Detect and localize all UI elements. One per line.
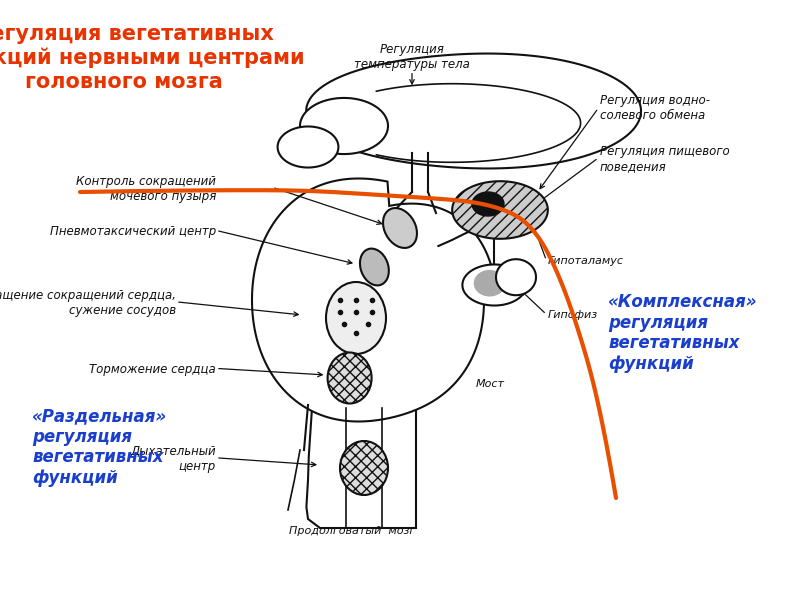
Polygon shape — [452, 181, 548, 239]
Ellipse shape — [383, 208, 417, 248]
Text: Дыхательный
центр: Дыхательный центр — [130, 445, 216, 473]
Ellipse shape — [474, 271, 505, 296]
Polygon shape — [306, 408, 416, 528]
Text: Продолговатый  мозг: Продолговатый мозг — [289, 526, 415, 536]
Text: «Раздельная»
регуляция
вегетативных
функций: «Раздельная» регуляция вегетативных функ… — [32, 407, 167, 487]
Text: Гипофиз: Гипофиз — [548, 310, 598, 320]
Text: Торможение сердца: Торможение сердца — [90, 362, 216, 376]
Circle shape — [472, 192, 504, 216]
Ellipse shape — [328, 352, 371, 403]
Ellipse shape — [360, 248, 389, 286]
Polygon shape — [496, 259, 536, 295]
Polygon shape — [306, 53, 641, 169]
Text: Контроль сокращений
мочевого пузыря: Контроль сокращений мочевого пузыря — [76, 175, 216, 203]
Polygon shape — [462, 265, 526, 305]
Text: Регуляция вегетативных
функций нервными центрами
головного мозга: Регуляция вегетативных функций нервными … — [0, 24, 304, 92]
Polygon shape — [300, 98, 388, 154]
Ellipse shape — [326, 282, 386, 354]
Text: Учащение сокращений сердца,
сужение сосудов: Учащение сокращений сердца, сужение сосу… — [0, 289, 176, 317]
Text: Гипоталамус: Гипоталамус — [548, 256, 624, 266]
Text: Регуляция водно-
солевого обмена: Регуляция водно- солевого обмена — [600, 94, 710, 122]
Text: Регуляция
температуры тела: Регуляция температуры тела — [354, 43, 470, 71]
Polygon shape — [252, 179, 496, 421]
Text: Мост: Мост — [476, 379, 505, 389]
Text: Пневмотаксический центр: Пневмотаксический центр — [50, 224, 216, 238]
Text: «Комплексная»
регуляция
вегетативных
функций: «Комплексная» регуляция вегетативных фун… — [608, 293, 758, 373]
Ellipse shape — [340, 441, 388, 495]
Polygon shape — [278, 127, 338, 167]
Text: Регуляция пищевого
поведения: Регуляция пищевого поведения — [600, 145, 730, 173]
